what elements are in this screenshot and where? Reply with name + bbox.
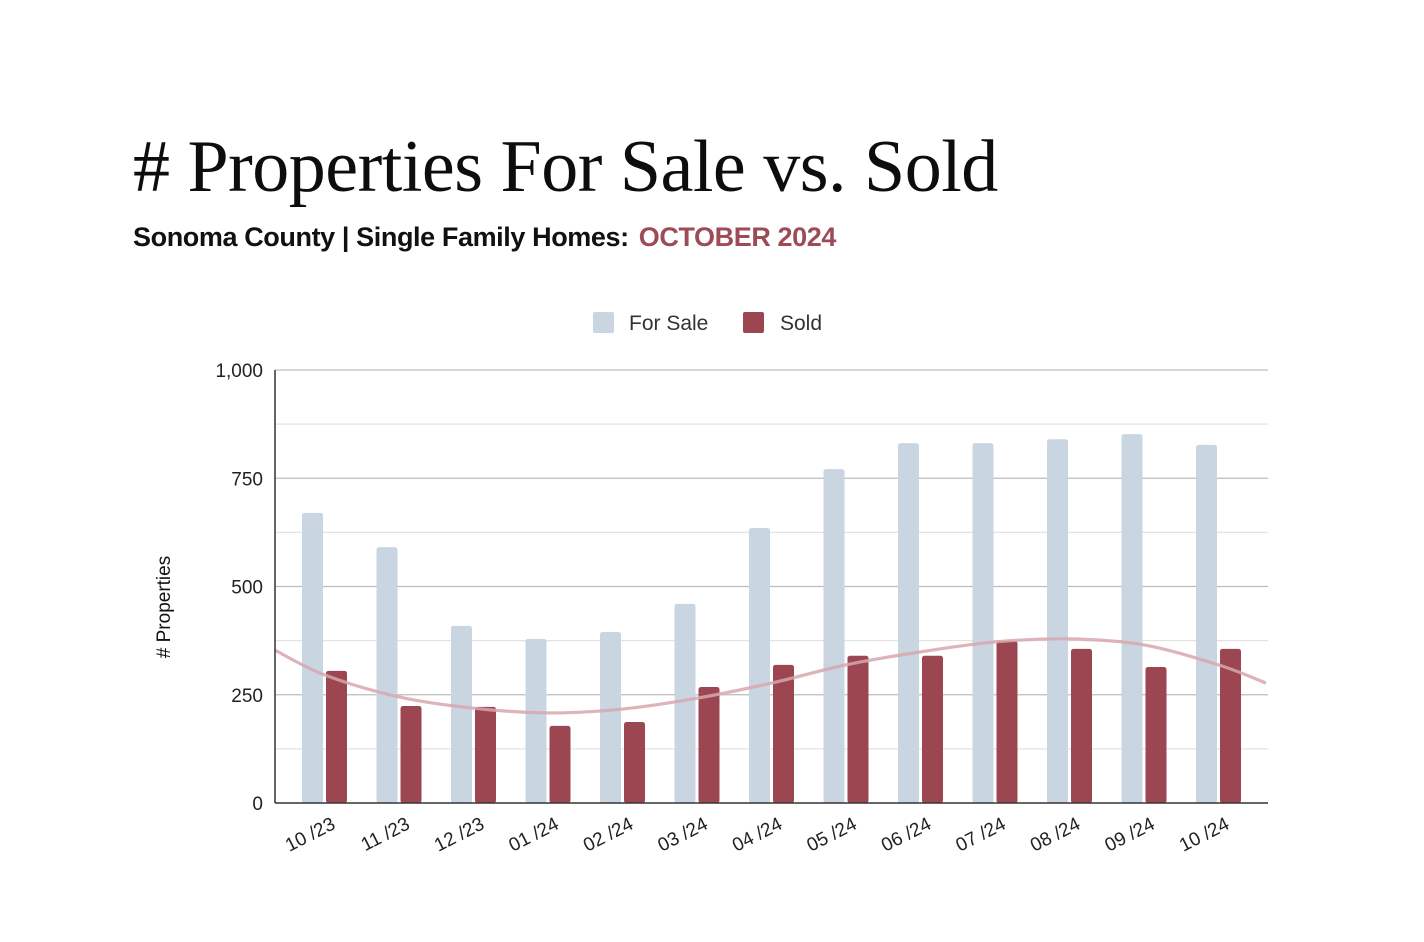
- bars: [302, 434, 1241, 803]
- x-tick-label: 01 /24: [506, 814, 563, 857]
- bar-for-sale[interactable]: [674, 603, 696, 803]
- axes: [274, 370, 1268, 804]
- x-tick-label: 11 /23: [358, 814, 413, 856]
- bar-sold[interactable]: [1145, 667, 1167, 803]
- subtitle-text: Sonoma County | Single Family Homes:: [133, 222, 629, 252]
- x-tick-label: 12 /23: [431, 814, 488, 857]
- x-tick-label: 09 /24: [1102, 814, 1159, 857]
- y-tick-labels: 0 250 500 750 1,000: [215, 361, 263, 815]
- x-tick-label: 10 /24: [1176, 814, 1233, 857]
- chart-title: # Properties For Sale vs. Sold: [133, 126, 998, 208]
- x-tick-label: 06 /24: [878, 814, 935, 857]
- x-tick-label: 10 /23: [282, 814, 339, 857]
- bar-sold[interactable]: [549, 725, 571, 803]
- bar-for-sale[interactable]: [1196, 444, 1217, 803]
- y-tick-label: 0: [252, 794, 263, 815]
- bar-for-sale[interactable]: [749, 528, 770, 803]
- x-tick-label: 03 /24: [655, 814, 712, 857]
- y-tick-label: 500: [231, 578, 263, 599]
- bar-sold[interactable]: [624, 722, 645, 803]
- x-tick-label: 05 /24: [804, 814, 861, 857]
- bar-sold[interactable]: [996, 641, 1018, 803]
- trendline-sold: [274, 637, 1267, 715]
- gridlines: [275, 369, 1268, 750]
- legend-label-for-sale[interactable]: For Sale: [629, 312, 708, 335]
- x-tick-label: 04 /24: [729, 814, 786, 857]
- bar-for-sale[interactable]: [451, 625, 472, 803]
- x-tick-label: 08 /24: [1027, 814, 1084, 857]
- bar-sold[interactable]: [698, 686, 720, 803]
- x-tick-label: 07 /24: [953, 814, 1010, 857]
- bar-for-sale[interactable]: [376, 547, 398, 803]
- legend-swatch-for-sale[interactable]: [593, 312, 614, 333]
- bar-for-sale[interactable]: [898, 443, 919, 803]
- subtitle-date: OCTOBER 2024: [638, 222, 837, 252]
- legend-swatch-sold[interactable]: [743, 312, 764, 333]
- bar-for-sale[interactable]: [1047, 439, 1068, 803]
- legend: For Sale Sold: [593, 312, 822, 335]
- bar-sold[interactable]: [1071, 648, 1092, 803]
- y-tick-label: 250: [231, 686, 263, 707]
- bar-for-sale[interactable]: [302, 512, 323, 803]
- y-axis-title: # Properties: [154, 556, 175, 658]
- bar-sold[interactable]: [1220, 648, 1241, 803]
- bar-for-sale[interactable]: [525, 638, 547, 803]
- x-tick-labels: 10 /23 11 /23 12 /23 01 /24 02 /24 03 /24 04 /…: [282, 814, 1233, 857]
- chart-subtitle: Sonoma County | Single Family Homes: OCTO…: [133, 219, 836, 255]
- bar-for-sale[interactable]: [823, 469, 845, 803]
- y-tick-label: 750: [231, 469, 263, 490]
- x-tick-label: 02 /24: [580, 814, 637, 857]
- bar-for-sale[interactable]: [600, 631, 621, 803]
- bar-sold[interactable]: [922, 655, 943, 803]
- y-tick-label: 1,000: [215, 361, 263, 382]
- bar-for-sale[interactable]: [972, 443, 994, 803]
- bar-for-sale[interactable]: [1121, 434, 1143, 803]
- bar-sold[interactable]: [326, 670, 347, 803]
- bar-sold[interactable]: [847, 655, 869, 803]
- bar-sold[interactable]: [773, 664, 794, 803]
- bar-sold[interactable]: [400, 706, 422, 803]
- legend-label-sold[interactable]: Sold: [780, 312, 822, 335]
- trendline-overlay: [274, 637, 1267, 715]
- bar-sold[interactable]: [475, 706, 496, 803]
